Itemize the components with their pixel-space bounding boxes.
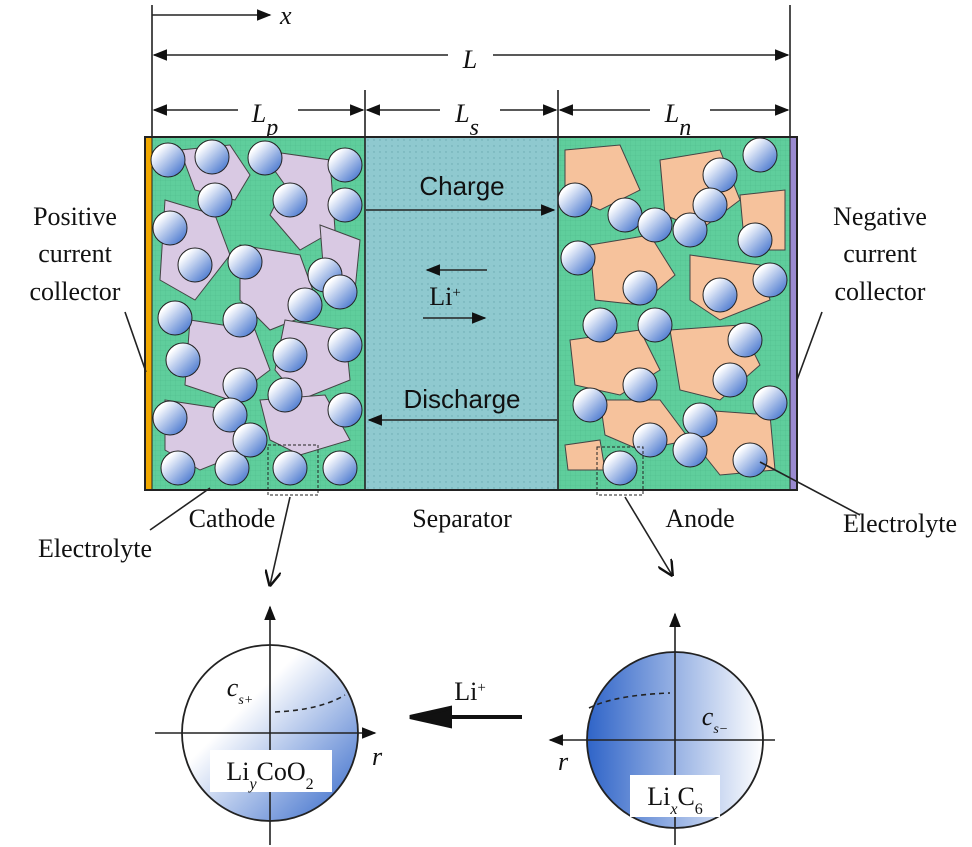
sphere <box>268 378 302 412</box>
x-label: x <box>279 1 292 30</box>
charge-label: Charge <box>419 171 504 201</box>
part: C <box>677 782 694 811</box>
positive-collector <box>145 137 152 490</box>
anode-material <box>565 440 605 470</box>
sphere <box>638 308 672 342</box>
sphere <box>573 388 607 422</box>
negative-collector <box>790 137 797 490</box>
base: Li <box>429 282 452 311</box>
sphere <box>273 183 307 217</box>
collector-label: current <box>843 239 917 268</box>
sphere <box>248 141 282 175</box>
sphere <box>753 386 787 420</box>
sphere <box>753 263 787 297</box>
sphere <box>228 245 262 279</box>
collector-label: collector <box>835 277 926 306</box>
anode-label: Anode <box>665 504 734 533</box>
discharge-label: Discharge <box>403 384 520 414</box>
base: L <box>454 99 469 128</box>
part: Li <box>647 782 670 811</box>
electrolyte-label: Electrolyte <box>843 509 957 538</box>
anode-particle: cs− r LixC6 <box>550 614 775 845</box>
sub: 2 <box>306 776 314 793</box>
sup: + <box>452 285 460 301</box>
cathode-particle: cs+ r LiyCoO2 <box>155 607 383 845</box>
collector-label: current <box>38 239 112 268</box>
sup: + <box>477 680 485 696</box>
sphere <box>713 363 747 397</box>
sphere <box>195 140 229 174</box>
sphere <box>328 188 362 222</box>
sphere <box>273 338 307 372</box>
sphere <box>223 303 257 337</box>
sphere <box>328 148 362 182</box>
base: L <box>251 99 266 128</box>
base: c <box>702 702 714 731</box>
sphere <box>166 343 200 377</box>
separator-label: Separator <box>412 504 512 533</box>
sphere <box>608 198 642 232</box>
sphere <box>703 278 737 312</box>
collector-label: Positive <box>33 202 117 231</box>
sub: 6 <box>695 801 703 818</box>
sphere <box>743 138 777 172</box>
collector-label: Negative <box>833 202 927 231</box>
total-length: L <box>462 45 477 74</box>
sphere <box>673 433 707 467</box>
sub: s− <box>713 722 728 737</box>
r-label: r <box>372 742 383 771</box>
sphere <box>558 183 592 217</box>
transfer-arrow <box>410 708 522 726</box>
sphere <box>703 158 737 192</box>
base: Li <box>454 677 477 706</box>
part: Li <box>226 757 249 786</box>
sphere <box>738 223 772 257</box>
cathode-label: Cathode <box>189 504 276 533</box>
sphere <box>151 143 185 177</box>
sphere <box>178 248 212 282</box>
sphere <box>561 241 595 275</box>
sphere <box>288 288 322 322</box>
electrolyte-label: Electrolyte <box>38 534 152 563</box>
sphere <box>583 308 617 342</box>
r-label: r <box>558 747 569 776</box>
sphere <box>161 451 195 485</box>
sphere <box>623 271 657 305</box>
sub: x <box>669 801 677 818</box>
sphere <box>233 423 267 457</box>
sphere <box>153 211 187 245</box>
transfer-label: Li+ <box>454 677 486 706</box>
sphere <box>693 188 727 222</box>
collector-label: collector <box>30 277 121 306</box>
sphere <box>273 451 307 485</box>
sphere <box>323 451 357 485</box>
sphere <box>198 183 232 217</box>
base: L <box>664 99 679 128</box>
sphere <box>633 423 667 457</box>
leader <box>797 312 822 380</box>
base: c <box>227 673 239 702</box>
sub: s+ <box>238 693 253 708</box>
leader <box>125 312 146 372</box>
sphere <box>683 403 717 437</box>
sphere <box>153 401 187 435</box>
battery-diagram: x L Lp Ls Ln Charge Li+ Discharge Positi… <box>0 0 972 847</box>
sphere <box>328 393 362 427</box>
sphere <box>158 301 192 335</box>
sphere <box>603 451 637 485</box>
sphere <box>328 328 362 362</box>
sphere <box>638 208 672 242</box>
dimensions: x L Lp Ls Ln <box>152 1 790 141</box>
sphere <box>223 368 257 402</box>
cell: Charge Li+ Discharge <box>145 137 797 495</box>
sphere <box>728 323 762 357</box>
sphere <box>733 443 767 477</box>
sphere <box>323 275 357 309</box>
part: CoO <box>257 757 306 786</box>
sphere <box>623 368 657 402</box>
